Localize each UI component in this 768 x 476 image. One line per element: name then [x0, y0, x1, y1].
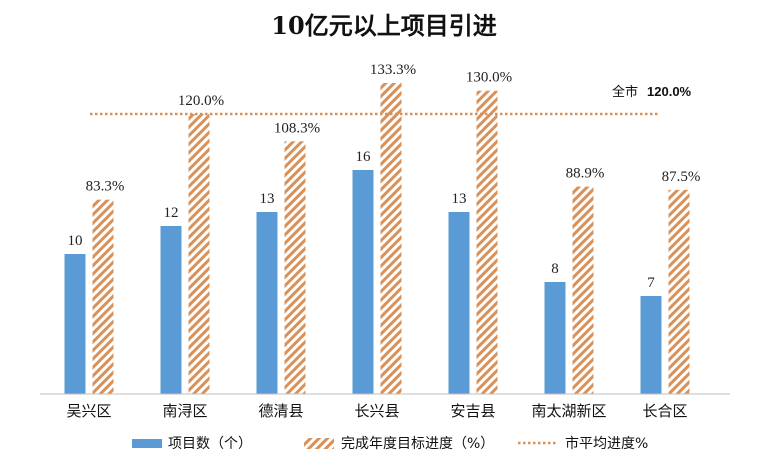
bar-projects-0 [64, 254, 86, 394]
legend-swatch-progress [304, 438, 334, 449]
data-label-projects-0: 10 [68, 233, 83, 249]
data-label-projects-4: 13 [452, 191, 467, 207]
bar-progress-0 [92, 199, 114, 394]
legend-label-average: 市平均进度% [565, 435, 648, 452]
average-label-prefix: 全市 [612, 84, 638, 100]
category-labels: 吴兴区 南浔区 德清县 长兴县 安吉县 南太湖新区 长合区 [66, 402, 687, 420]
category-label-0: 吴兴区 [66, 402, 111, 420]
category-label-4: 安吉县 [450, 402, 495, 420]
bar-projects-5 [544, 282, 566, 394]
bar-progress-2 [284, 141, 306, 394]
data-label-progress-1: 120.0% [178, 93, 224, 109]
bars-layer: 10 83.3% 12 120.0% 13 108.3% 16 133.3% 13 130.0% 8… [64, 62, 701, 395]
legend: 项目数（个） 完成年度目标进度（%） 市平均进度% [132, 435, 648, 452]
data-label-projects-3: 16 [356, 149, 372, 165]
bar-progress-4 [476, 90, 498, 395]
bar-progress-5 [572, 186, 594, 394]
category-label-1: 南浔区 [162, 402, 207, 420]
legend-swatch-projects [132, 439, 162, 448]
bar-projects-4 [448, 212, 470, 394]
bar-projects-2 [256, 212, 278, 394]
data-label-projects-2: 13 [260, 191, 275, 207]
category-label-2: 德清县 [258, 402, 303, 420]
bar-progress-1 [188, 114, 210, 395]
legend-label-projects: 项目数（个） [168, 436, 252, 452]
bar-progress-6 [668, 189, 690, 394]
bar-progress-3 [380, 83, 402, 394]
data-label-progress-2: 108.3% [274, 120, 320, 136]
chart-title: 10亿元以上项目引进 [271, 11, 496, 40]
data-label-projects-5: 8 [551, 261, 559, 277]
data-label-progress-5: 88.9% [566, 166, 605, 182]
category-label-5: 南太湖新区 [531, 402, 606, 420]
category-label-6: 长合区 [642, 402, 687, 420]
legend-label-progress: 完成年度目标进度（%） [341, 436, 494, 452]
data-label-projects-6: 7 [647, 275, 655, 291]
category-label-3: 长兴县 [354, 402, 399, 420]
bar-projects-6 [640, 296, 662, 394]
data-label-progress-0: 83.3% [86, 179, 125, 195]
data-label-projects-1: 12 [164, 205, 179, 221]
data-label-progress-4: 130.0% [466, 70, 512, 86]
data-label-progress-3: 133.3% [370, 62, 416, 78]
bar-projects-1 [160, 226, 182, 394]
average-label-value: 120.0% [647, 84, 692, 99]
average-label: 全市 120.0% [612, 83, 692, 100]
bar-projects-3 [352, 170, 374, 394]
data-label-progress-6: 87.5% [662, 169, 701, 185]
